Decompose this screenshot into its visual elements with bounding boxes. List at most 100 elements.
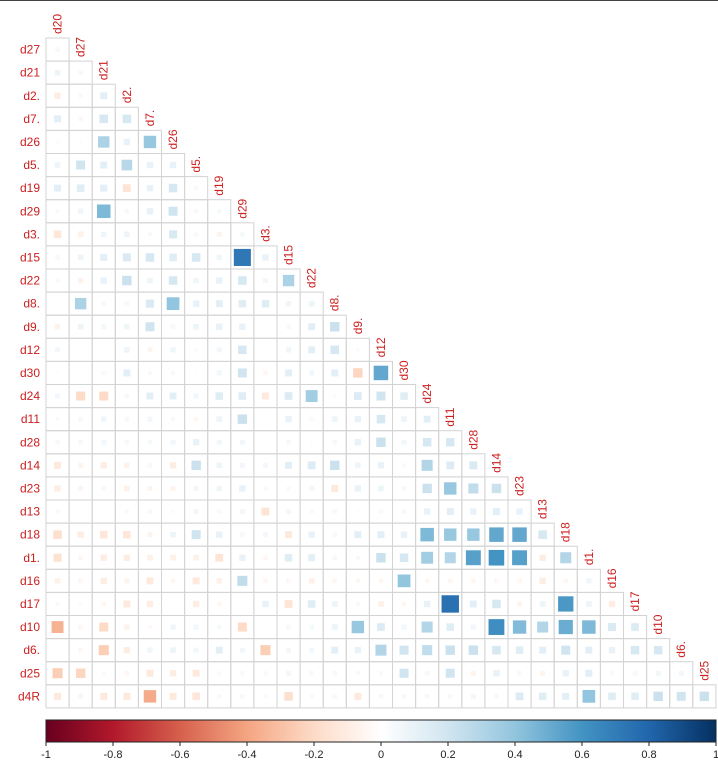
column-labels: d20 d27 d21 d2. d7. d26 d5. d19 d29 d3. d15 d22 d8. d… <box>51 14 712 681</box>
correlation-cell <box>285 300 292 307</box>
correlation-cell <box>55 255 60 260</box>
correlation-cell <box>512 620 527 634</box>
correlation-cell <box>492 645 501 655</box>
correlation-cell <box>378 485 384 492</box>
correlation-cell <box>238 345 247 355</box>
correlation-cell <box>653 691 663 702</box>
grid-cell <box>253 314 278 339</box>
correlation-cell <box>123 530 131 539</box>
correlation-cell <box>420 527 434 542</box>
row-label: d6. <box>23 643 40 657</box>
correlation-cell <box>469 461 478 470</box>
row-label: d16 <box>20 574 40 588</box>
correlation-cell <box>538 692 547 701</box>
column-label: d15 <box>282 245 296 265</box>
grid-cell <box>68 360 93 385</box>
correlation-cell <box>470 508 477 515</box>
correlation-cell <box>147 440 153 445</box>
column-label: d25 <box>697 660 711 680</box>
correlation-cell <box>193 509 199 515</box>
correlation-cell <box>216 578 223 584</box>
row-label: d27 <box>20 43 40 57</box>
correlation-cell <box>145 322 155 332</box>
correlation-cell <box>147 370 152 375</box>
correlation-cell <box>263 555 268 560</box>
row-label: d12 <box>20 343 40 357</box>
correlation-cell <box>170 647 176 653</box>
correlation-cell <box>286 647 292 653</box>
correlation-cell <box>631 623 639 631</box>
correlation-cell <box>78 70 83 75</box>
colorbar-gradient <box>45 719 717 743</box>
correlation-cell <box>330 345 340 355</box>
correlation-cell <box>515 646 524 654</box>
correlation-cell <box>77 277 84 284</box>
correlation-cell <box>192 300 200 307</box>
correlation-cell <box>100 277 107 284</box>
column-label: d5. <box>189 156 203 173</box>
correlation-cell <box>353 368 363 378</box>
correlation-cell <box>147 647 153 653</box>
correlation-cell <box>217 209 222 214</box>
correlation-cell <box>77 254 84 261</box>
correlation-cell <box>331 369 339 377</box>
colorbar-ticks: -1 -0.8 -0.6 -0.4 -0.2 0 0.2 0.4 0.6 0.8 1 <box>41 742 718 761</box>
row-label: d9. <box>23 320 40 334</box>
correlation-cell <box>378 601 384 607</box>
correlation-cell <box>217 624 222 630</box>
correlation-cell <box>122 114 132 124</box>
correlation-cell <box>123 692 131 700</box>
correlation-cell <box>308 323 316 331</box>
correlation-cell <box>263 694 268 699</box>
correlation-cell <box>608 646 616 654</box>
correlation-cell <box>146 208 154 215</box>
correlation-cell <box>260 645 271 656</box>
correlation-cell <box>191 530 201 540</box>
correlation-cell <box>355 462 361 469</box>
correlation-cell <box>263 370 268 376</box>
column-label: d10 <box>651 614 665 634</box>
correlation-cell <box>263 671 268 676</box>
row-label: d10 <box>20 620 40 634</box>
correlation-cell <box>169 253 177 262</box>
correlation-cell <box>240 232 245 237</box>
correlation-cell <box>78 93 83 98</box>
correlation-cell <box>193 647 199 653</box>
correlation-cell <box>239 509 245 515</box>
correlation-cell <box>122 253 131 262</box>
correlation-cell <box>494 578 499 584</box>
correlation-cell <box>192 669 200 677</box>
correlation-cell <box>517 601 523 607</box>
correlation-cell <box>123 600 131 608</box>
correlation-cell <box>448 578 453 584</box>
correlation-cell <box>354 415 362 423</box>
row-label: d15 <box>20 250 40 264</box>
correlation-cell <box>193 485 199 491</box>
correlation-cell <box>124 324 130 330</box>
colorbar-tick-label: 0.2 <box>440 749 455 761</box>
correlation-cell <box>401 416 407 422</box>
correlation-cell <box>98 136 110 148</box>
correlation-cell <box>78 116 83 122</box>
correlation-cell <box>99 622 109 632</box>
correlation-cell <box>122 184 131 193</box>
correlation-cell <box>237 414 248 424</box>
correlation-cell <box>239 462 245 468</box>
correlation-cell <box>54 324 61 330</box>
grid-cell <box>91 499 116 524</box>
column-label: d26 <box>166 129 180 149</box>
correlation-cell <box>446 623 455 631</box>
correlation-cell <box>309 624 314 630</box>
correlation-cell <box>332 694 337 699</box>
correlation-cell <box>124 416 130 422</box>
correlation-cell <box>216 277 223 284</box>
correlation-cell <box>353 392 362 400</box>
correlation-cell <box>78 555 83 560</box>
correlation-cell <box>171 417 176 422</box>
correlation-cell <box>51 621 64 633</box>
correlation-cell <box>240 532 245 537</box>
correlation-cell <box>421 551 434 564</box>
correlation-cell <box>491 483 502 494</box>
correlation-cell <box>285 347 292 353</box>
correlation-cell <box>54 115 62 123</box>
